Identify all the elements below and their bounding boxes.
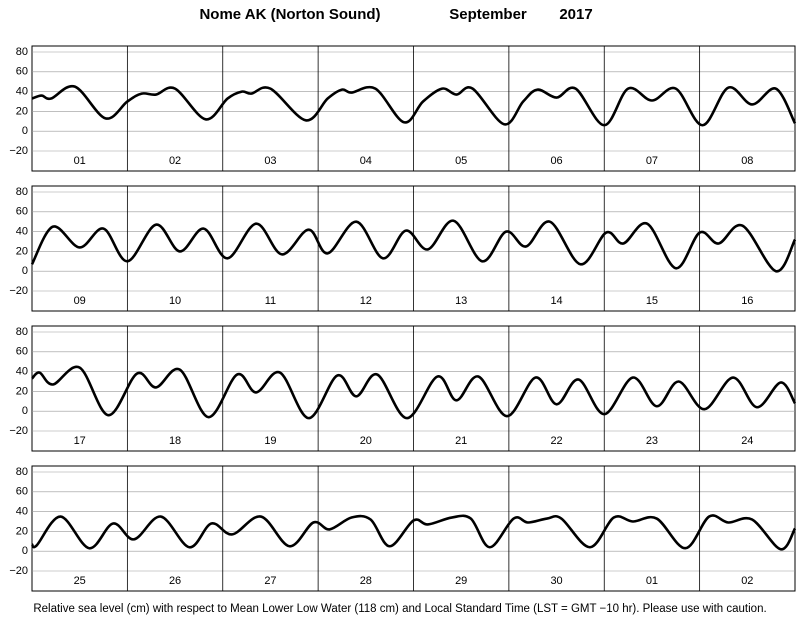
y-tick-label: 60	[16, 346, 28, 358]
title: Nome AK (Norton Sound)	[199, 6, 380, 23]
day-label: 01	[646, 575, 658, 587]
y-tick-label: 40	[16, 226, 28, 238]
tide-curve	[30, 514, 797, 551]
day-label: 04	[360, 155, 372, 167]
title-year: 2017	[559, 6, 592, 23]
y-tick-label: −20	[9, 145, 28, 157]
tide-curve	[30, 219, 797, 273]
footer: Relative sea level (cm) with respect to …	[33, 603, 766, 615]
y-tick-label: 80	[16, 46, 28, 58]
day-label: 12	[360, 295, 372, 307]
day-label: 09	[74, 295, 86, 307]
y-tick-label: 0	[22, 545, 28, 557]
day-label: 02	[741, 575, 753, 587]
day-label: 19	[264, 435, 276, 447]
y-tick-label: 0	[22, 405, 28, 417]
tide-curve	[31, 365, 797, 420]
day-label: 29	[455, 575, 467, 587]
day-label: 21	[455, 435, 467, 447]
y-tick-label: 20	[16, 245, 28, 257]
day-label: 06	[550, 155, 562, 167]
day-label: 05	[455, 155, 467, 167]
day-label: 27	[264, 575, 276, 587]
y-tick-label: 40	[16, 506, 28, 518]
y-tick-label: 20	[16, 525, 28, 537]
day-label: 11	[265, 295, 276, 307]
y-tick-label: −20	[9, 565, 28, 577]
day-label: 15	[646, 295, 658, 307]
day-label: 08	[741, 155, 753, 167]
y-tick-label: 80	[16, 466, 28, 478]
y-tick-label: 40	[16, 86, 28, 98]
title-month: September	[449, 6, 527, 23]
y-tick-label: 0	[22, 125, 28, 137]
day-label: 26	[169, 575, 181, 587]
day-label: 24	[741, 435, 753, 447]
y-tick-label: 60	[16, 486, 28, 498]
tide-curve	[31, 84, 797, 127]
day-label: 28	[360, 575, 372, 587]
y-tick-label: 40	[16, 366, 28, 378]
y-tick-label: −20	[9, 285, 28, 297]
day-label: 23	[646, 435, 658, 447]
day-label: 25	[74, 575, 86, 587]
day-label: 01	[74, 155, 86, 167]
day-label: 22	[550, 435, 562, 447]
y-tick-label: −20	[9, 425, 28, 437]
day-label: 17	[74, 435, 86, 447]
day-label: 18	[169, 435, 181, 447]
day-label: 02	[169, 155, 181, 167]
day-label: 10	[169, 295, 181, 307]
day-label: 13	[455, 295, 467, 307]
y-tick-label: 60	[16, 66, 28, 78]
y-tick-label: 0	[22, 265, 28, 277]
day-label: 30	[550, 575, 562, 587]
day-label: 07	[646, 155, 658, 167]
y-tick-label: 20	[16, 105, 28, 117]
day-label: 20	[360, 435, 372, 447]
y-tick-label: 80	[16, 186, 28, 198]
y-tick-label: 20	[16, 385, 28, 397]
day-label: 03	[264, 155, 276, 167]
day-label: 16	[741, 295, 753, 307]
y-tick-label: 80	[16, 326, 28, 338]
y-tick-label: 60	[16, 206, 28, 218]
day-label: 14	[550, 295, 562, 307]
